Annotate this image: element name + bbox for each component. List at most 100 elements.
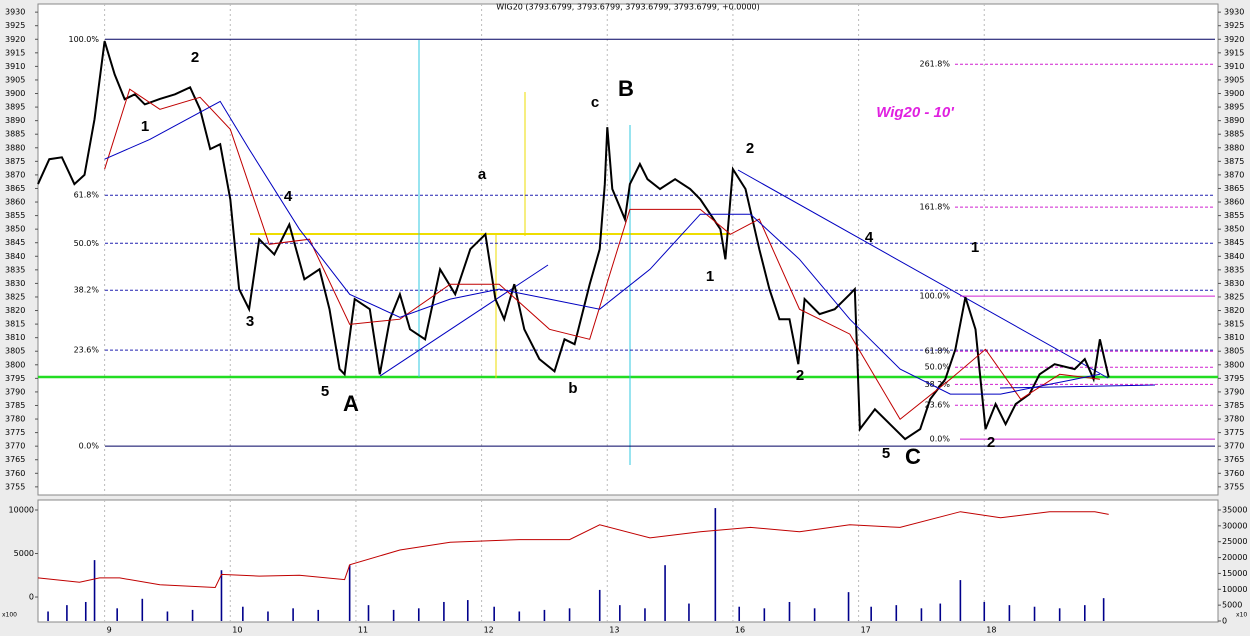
y2-tick-label: 30000 xyxy=(1222,521,1247,530)
y-tick-label: 3920 xyxy=(5,35,25,44)
volume-bar xyxy=(348,565,351,622)
volume-bar xyxy=(1102,598,1105,622)
y2-tick-label: 35000 xyxy=(1222,505,1247,514)
y-tick-label: 3915 xyxy=(5,48,25,57)
wave-label: B xyxy=(618,76,634,101)
drawing-line xyxy=(379,264,549,377)
fib-label: 0.0% xyxy=(930,435,951,444)
volume-unit: x100 xyxy=(2,612,17,619)
volume-bar xyxy=(847,592,850,622)
y-tick-label: 3770 xyxy=(5,442,25,451)
y-tick-label: 3810 xyxy=(1224,333,1244,342)
y-tick-label: 3905 xyxy=(1224,75,1244,84)
y-tick-label: 3755 xyxy=(5,482,25,491)
y-tick-label: 3780 xyxy=(5,415,25,424)
y2-tick-label: 20000 xyxy=(1222,553,1247,562)
x-tick-label: 9 xyxy=(107,626,112,635)
y-tick-label: 3835 xyxy=(1224,265,1244,274)
wave-label: c xyxy=(591,94,599,111)
volume-bar xyxy=(568,608,571,622)
y-tick-label: 3795 xyxy=(1224,374,1244,383)
y-tick-label: 3875 xyxy=(5,157,25,166)
volume-bar xyxy=(417,608,420,622)
drawing-line xyxy=(737,169,1109,379)
y-tick-label: 3895 xyxy=(5,103,25,112)
y-tick-label: 3805 xyxy=(5,347,25,356)
y-tick-label: 3790 xyxy=(1224,387,1244,396)
volume-bar xyxy=(367,605,370,622)
volume-bar xyxy=(518,611,521,622)
volume-bar xyxy=(66,605,68,622)
wave-label: a xyxy=(478,166,487,183)
volume-bar xyxy=(644,608,646,622)
wave-label: 5 xyxy=(321,383,329,400)
volume-bar xyxy=(93,560,96,622)
y-tick-label: 3910 xyxy=(5,62,25,71)
volume-panel xyxy=(37,499,1219,623)
y-tick-label: 3825 xyxy=(1224,292,1244,301)
fib-label: 100.0% xyxy=(919,292,950,301)
y-tick-label: 3915 xyxy=(1224,48,1244,57)
wave-label: b xyxy=(568,380,577,397)
y-tick-label: 3875 xyxy=(1224,157,1244,166)
y-tick-label: 3855 xyxy=(1224,211,1244,220)
wave-label: 3 xyxy=(246,313,254,330)
data-line xyxy=(37,511,1109,589)
x-tick-label: 12 xyxy=(484,626,494,635)
y-tick-label: 3765 xyxy=(1224,455,1244,464)
y2-tick-label: 25000 xyxy=(1222,537,1247,546)
y-tick-label: 3805 xyxy=(1224,347,1244,356)
volume-bar xyxy=(84,601,87,622)
y-tick-label: 3850 xyxy=(5,225,25,234)
y-tick-label: 3890 xyxy=(1224,116,1244,125)
y-tick-label: 3795 xyxy=(5,374,25,383)
y-tick-label: 3890 xyxy=(5,116,25,125)
y-tick-label: 3785 xyxy=(5,401,25,410)
y-tick-label: 3860 xyxy=(1224,198,1244,207)
y-tick-label: 0 xyxy=(29,593,34,602)
wave-label: A xyxy=(343,391,359,416)
fib-label: 50.0% xyxy=(925,363,951,372)
wave-label: 1 xyxy=(706,268,714,285)
y-tick-label: 3925 xyxy=(5,21,25,30)
volume-bar xyxy=(959,580,962,622)
wave-label: C xyxy=(905,444,921,469)
volume-bar xyxy=(220,570,223,622)
volume-bar xyxy=(619,605,621,622)
y-tick-label: 5000 xyxy=(14,549,34,558)
x-tick-label: 16 xyxy=(735,626,745,635)
annotation: Wig20 - 10' xyxy=(876,104,954,121)
data-line xyxy=(37,40,1110,441)
volume-bar xyxy=(392,609,395,622)
fib-label: 38.2% xyxy=(74,286,100,295)
volume-bar xyxy=(242,606,244,622)
y2-tick-label: 0 xyxy=(1222,617,1227,626)
wave-label: 2 xyxy=(746,140,754,157)
fib-label: 61.8% xyxy=(925,347,951,356)
volume-bar xyxy=(983,601,986,622)
y-tick-label: 3855 xyxy=(5,211,25,220)
wave-label: 5 xyxy=(882,445,890,462)
y2-tick-label: 15000 xyxy=(1222,569,1247,578)
volume-bar xyxy=(47,611,49,622)
fib-label: 161.8% xyxy=(919,203,950,212)
volume-bar xyxy=(598,589,601,622)
volume-bar xyxy=(493,606,495,622)
y-tick-label: 3765 xyxy=(5,455,25,464)
wave-label: 4 xyxy=(865,229,874,246)
fib-label: 38.2% xyxy=(925,380,951,389)
volume-bar xyxy=(738,606,741,622)
volume-bar xyxy=(920,608,923,622)
y-tick-label: 3900 xyxy=(1224,89,1244,98)
x-tick-label: 17 xyxy=(861,626,871,635)
y-tick-label: 3880 xyxy=(5,143,25,152)
volume-bar xyxy=(870,606,872,622)
y-tick-label: 3835 xyxy=(5,265,25,274)
y-tick-label: 3775 xyxy=(5,428,25,437)
volume-bar xyxy=(763,608,766,622)
volume-bar xyxy=(688,603,690,622)
fib-label: 50.0% xyxy=(74,239,100,248)
drawing-line xyxy=(999,384,1156,389)
y-tick-label: 3860 xyxy=(5,198,25,207)
